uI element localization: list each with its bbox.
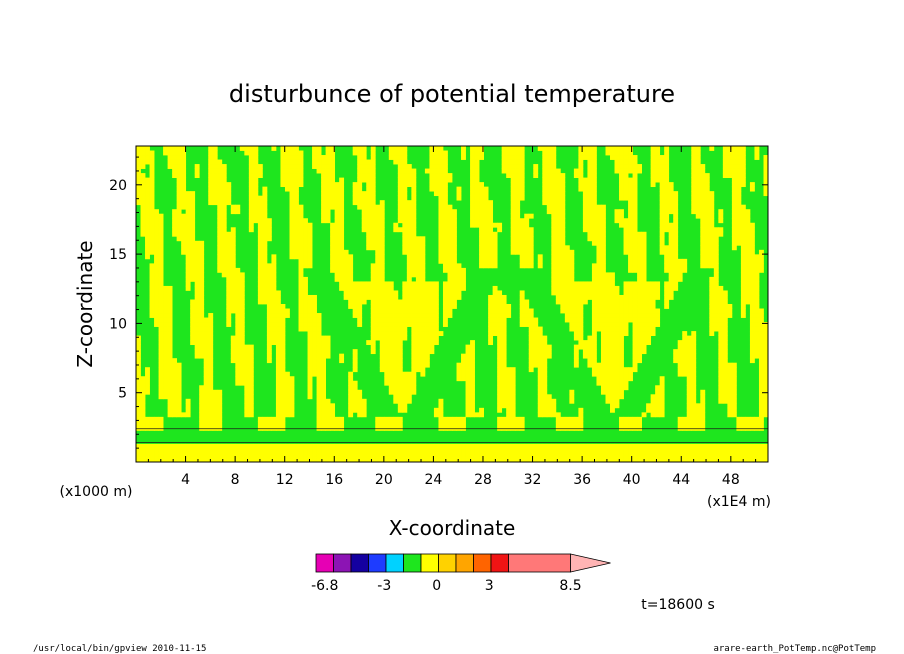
x-tick-label: 28	[474, 472, 492, 488]
y-unit-label: (x1000 m)	[60, 484, 133, 500]
colorbar-swatch	[333, 553, 352, 573]
colorbar-label: 8.5	[559, 578, 581, 594]
y-tick-label: 10	[109, 316, 127, 332]
colorbar-label: -6.8	[311, 578, 338, 594]
colorbar-swatch	[385, 553, 404, 573]
y-axis-ticks: 5 10 15 20	[109, 156, 768, 449]
y-tick-label: 5	[118, 386, 127, 402]
x-axis-ticks: 4 8 12 16 20 24 28 32 36 40 44 48	[147, 146, 757, 488]
colorbar-swatch	[473, 553, 492, 573]
x-tick-label: 48	[722, 472, 740, 488]
footer-right: arare-earth_PotTemp.nc@PotTemp	[713, 644, 876, 654]
x-tick-label: 20	[375, 472, 393, 488]
colorbar-swatch	[368, 553, 387, 573]
x-tick-label: 12	[276, 472, 294, 488]
x-tick-label: 4	[181, 472, 190, 488]
plot-frame	[135, 145, 769, 463]
time-label: t=18600 s	[641, 597, 715, 613]
x-tick-label: 44	[672, 472, 690, 488]
footer-left: /usr/local/bin/gpview 2010-11-15	[33, 644, 206, 654]
colorbar: -6.8 -3 0 3 8.5	[311, 553, 611, 594]
temperature-field	[136, 146, 769, 463]
colorbar-extend-arrow	[570, 553, 611, 573]
chart-title: disturbunce of potential temperature	[229, 80, 675, 108]
colorbar-swatch	[420, 553, 439, 573]
colorbar-swatch	[350, 553, 369, 573]
colorbar-swatch	[315, 553, 334, 573]
x-tick-label: 8	[231, 472, 240, 488]
x-axis-title: X-coordinate	[389, 516, 516, 540]
colorbar-label: 0	[432, 578, 441, 594]
x-tick-label: 32	[524, 472, 542, 488]
x-tick-label: 36	[573, 472, 591, 488]
colorbar-swatch	[490, 553, 509, 573]
colorbar-swatch	[508, 553, 571, 573]
colorbar-swatch	[455, 553, 474, 573]
colorbar-swatch	[438, 553, 457, 573]
x-tick-label: 16	[325, 472, 343, 488]
y-tick-label: 15	[109, 247, 127, 263]
x-tick-label: 24	[424, 472, 442, 488]
y-axis-title: Z-coordinate	[73, 240, 97, 367]
x-tick-label: 40	[623, 472, 641, 488]
colorbar-label: -3	[377, 578, 391, 594]
y-tick-label: 20	[109, 178, 127, 194]
x-unit-label: (x1E4 m)	[707, 494, 771, 510]
colorbar-label: 3	[485, 578, 494, 594]
colorbar-swatch	[403, 553, 422, 573]
